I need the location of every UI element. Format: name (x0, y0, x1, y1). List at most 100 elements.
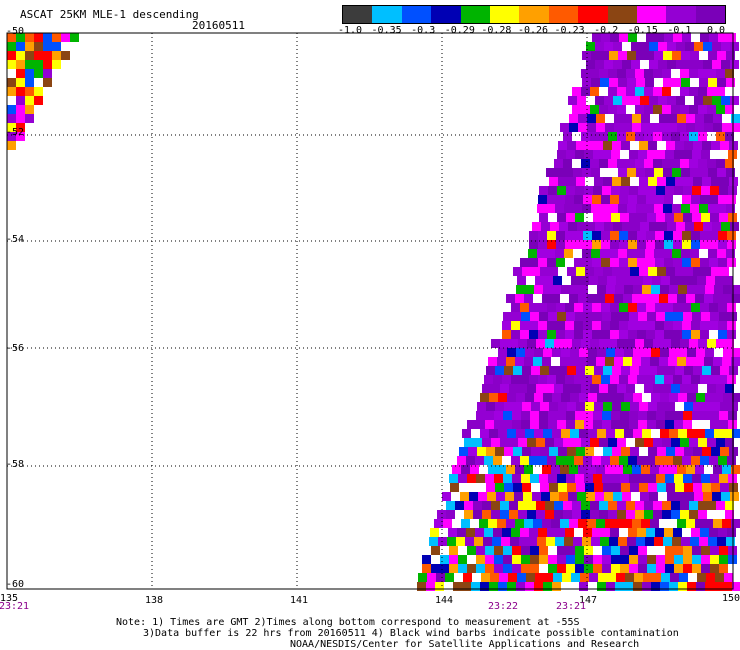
swath-cell (637, 330, 646, 339)
swath-cell (620, 411, 629, 420)
swath-cell (610, 303, 619, 312)
swath-cell (657, 366, 666, 375)
swath-cell (674, 564, 683, 573)
swath-cell (434, 519, 443, 528)
swath-cell (689, 384, 698, 393)
swath-cell (682, 528, 691, 537)
swath-cell (629, 213, 638, 222)
swath-cell (628, 303, 637, 312)
swath-cell (681, 537, 690, 546)
swath-cell (628, 33, 637, 42)
swath-cell (698, 132, 707, 141)
swath-cell (599, 384, 608, 393)
swath-cell (43, 78, 52, 87)
swath-cell (709, 258, 718, 267)
swath-cell (574, 456, 583, 465)
swath-cell (640, 42, 649, 51)
swath-cell (552, 285, 561, 294)
swath-cell (558, 483, 567, 492)
swath-cell (731, 114, 740, 123)
swath-cell (709, 303, 718, 312)
swath-cell (682, 375, 691, 384)
swath-cell (572, 438, 581, 447)
swath-cell (677, 519, 686, 528)
swath-cell (609, 537, 618, 546)
swath-cell (664, 528, 673, 537)
swath-cell (687, 393, 696, 402)
swath-cell (569, 294, 578, 303)
swath-cell (710, 420, 719, 429)
swath-cell (487, 492, 496, 501)
swath-cell (567, 141, 576, 150)
swath-cell (726, 204, 735, 213)
swath-cell (721, 60, 730, 69)
swath-cell (716, 105, 725, 114)
swath-cell (614, 519, 623, 528)
swath-cell (583, 240, 592, 249)
swath-cell (552, 348, 561, 357)
swath-cell (637, 456, 646, 465)
swath-cell (502, 330, 511, 339)
swath-cell (547, 456, 556, 465)
swath-cell (650, 357, 659, 366)
swath-cell (548, 546, 557, 555)
swath-cell (34, 96, 43, 105)
swath-cell (586, 42, 595, 51)
swath-cell (658, 222, 667, 231)
swath-cell (674, 555, 683, 564)
swath-cell (524, 519, 533, 528)
swath-cell (660, 285, 669, 294)
swath-cell (662, 159, 671, 168)
swath-cell (500, 510, 509, 519)
swath-cell (710, 474, 719, 483)
swath-cell (621, 267, 630, 276)
swath-cell (732, 348, 740, 357)
swath-cell (606, 393, 615, 402)
swath-cell (527, 510, 536, 519)
swath-cell (718, 258, 727, 267)
swath-cell (562, 573, 571, 582)
swath-cell (681, 78, 690, 87)
swath-cell (716, 69, 725, 78)
swath-cell (554, 510, 563, 519)
swath-cell (574, 231, 583, 240)
swath-cell (516, 348, 525, 357)
swath-cell (617, 339, 626, 348)
swath-cell (700, 258, 709, 267)
swath-cell (494, 555, 503, 564)
swath-cell (590, 105, 599, 114)
time-label: 23:22 (487, 601, 519, 612)
swath-cell (488, 465, 497, 474)
swath-cell (694, 222, 703, 231)
swath-cell (644, 105, 653, 114)
swath-cell (660, 429, 669, 438)
swath-cell (488, 519, 497, 528)
swath-cell (491, 510, 500, 519)
swath-cell (698, 384, 707, 393)
swath-cell (628, 258, 637, 267)
swath-cell (531, 483, 540, 492)
swath-cell (560, 294, 569, 303)
swath-cell (632, 114, 641, 123)
swath-cell (707, 438, 716, 447)
swath-cell (622, 222, 631, 231)
swath-cell (665, 213, 674, 222)
swath-cell (518, 501, 527, 510)
swath-cell (689, 87, 698, 96)
swath-cell (590, 438, 599, 447)
swath-cell (722, 519, 731, 528)
swath-cell (628, 456, 637, 465)
swath-cell (529, 231, 538, 240)
swath-cell (701, 213, 710, 222)
swath-cell (609, 51, 618, 60)
swath-cell (648, 177, 657, 186)
swath-cell (653, 105, 662, 114)
swath-cell (561, 429, 570, 438)
swath-cell (615, 429, 624, 438)
swath-cell (545, 384, 554, 393)
colorbar-swatch (578, 6, 608, 23)
swath-cell (614, 114, 623, 123)
swath-cell (34, 42, 43, 51)
swath-cell (723, 393, 732, 402)
swath-cell (485, 564, 494, 573)
